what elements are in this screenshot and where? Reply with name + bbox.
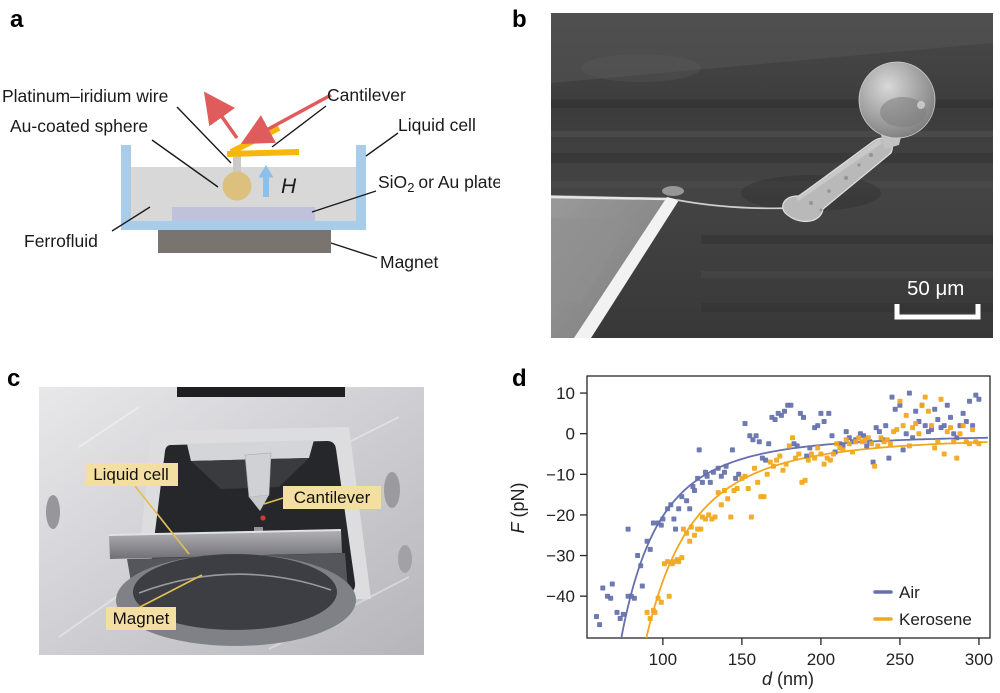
svg-text:100: 100 <box>649 650 677 669</box>
y-axis-label: F(pN) <box>508 483 528 534</box>
label-bg-cantilever <box>283 486 381 509</box>
svg-text:150: 150 <box>728 650 756 669</box>
panel-a-schematic: H Platinum–iridium wire Au-coated sphere… <box>2 85 500 272</box>
label-wire: Platinum–iridium wire <box>2 86 168 106</box>
screw-hole-right <box>384 472 400 508</box>
laser-incident-beam <box>240 93 332 145</box>
label-magnet: Magnet <box>380 252 439 272</box>
cantilever-tip-photo <box>249 495 269 511</box>
top-dark-strip <box>177 387 345 397</box>
scale-bar-label: 50 μm <box>907 277 964 300</box>
panel-c-photo: Liquid cell Cantilever Magnet <box>39 387 424 655</box>
panel-letter-d: d <box>512 365 527 392</box>
chip-top-edge <box>551 195 670 201</box>
legend-label-kerosene: Kerosene <box>899 610 972 629</box>
panel-letter-c: c <box>7 365 21 392</box>
rod-mottle <box>809 153 873 212</box>
cantilever-arm <box>229 125 281 155</box>
panel-letter-b: b <box>512 6 527 33</box>
legend: Air Kerosene <box>873 583 972 629</box>
liquid-cell-bar <box>109 530 342 559</box>
field-label: H <box>281 175 297 198</box>
screw-hole-right2 <box>398 545 412 573</box>
label-bg-magnet <box>106 607 176 630</box>
screw-hole-left <box>46 495 60 529</box>
sample-plate <box>172 207 315 221</box>
panel-letter-a: a <box>10 6 24 33</box>
scale-bar <box>894 304 981 320</box>
plot-frame <box>586 375 991 639</box>
x-axis-ticks: 100 150 200 250 300 <box>649 638 993 669</box>
deposit-clump <box>662 186 684 196</box>
svg-text:−20: −20 <box>546 506 575 525</box>
rod-highlight <box>795 138 883 202</box>
photo-label-cantilever: Cantilever <box>294 488 371 507</box>
photo-label-magnet: Magnet <box>113 609 170 628</box>
scatter-points <box>594 390 982 628</box>
laser-reflected-beam <box>203 91 239 140</box>
x-axis-label: d (nm) <box>762 669 814 689</box>
panel-b-sem-image: 50 μm <box>551 13 993 338</box>
svg-text:−30: −30 <box>546 547 575 566</box>
sem-texture <box>551 13 993 312</box>
svg-text:0: 0 <box>566 425 575 444</box>
laser-dot <box>260 515 266 521</box>
liquid-cell-left-wall <box>121 145 131 229</box>
svg-text:−40: −40 <box>546 587 575 606</box>
photo-labels: Liquid cell Cantilever Magnet <box>85 463 381 630</box>
label-liquid-cell: Liquid cell <box>398 115 476 135</box>
au-sphere <box>222 171 252 201</box>
magnet-block <box>158 230 331 253</box>
sphere-reflection <box>880 97 926 127</box>
wire-shaft <box>233 150 241 178</box>
y-axis-ticks: 10 0 −10 −20 −30 −40 <box>546 384 587 606</box>
label-sphere: Au-coated sphere <box>10 116 148 136</box>
photo-label-liquid-cell: Liquid cell <box>93 465 169 484</box>
label-plate: SiO2 or Au plate <box>378 172 500 195</box>
field-arrow-head <box>258 165 274 178</box>
magnet-disc <box>133 554 337 630</box>
svg-text:−10: −10 <box>546 465 575 484</box>
cantilever-chip-photo <box>244 452 272 498</box>
svg-text:200: 200 <box>807 650 835 669</box>
legend-label-air: Air <box>899 583 920 602</box>
label-cantilever: Cantilever <box>327 85 406 105</box>
photo-leader-lines <box>134 485 284 608</box>
sphere-glint <box>917 101 925 109</box>
svg-text:10: 10 <box>556 384 575 403</box>
label-ferrofluid: Ferrofluid <box>24 231 98 251</box>
holder-bright <box>187 440 314 461</box>
label-bg-liquid-cell <box>85 463 178 486</box>
bar-highlight <box>108 529 342 536</box>
leader-lines <box>111 105 399 259</box>
svg-text:250: 250 <box>886 650 914 669</box>
cantilever-blade <box>226 149 300 157</box>
chip-bright-edge <box>574 197 679 338</box>
fit-curves <box>620 436 988 638</box>
svg-text:300: 300 <box>965 650 993 669</box>
thin-wire <box>676 199 795 210</box>
panel-d-chart: 100 150 200 250 300 100−10−20−30−40 F(pN) d(… <box>508 375 993 689</box>
liquid-cell-right-wall <box>356 145 366 229</box>
magnet-disc-edge <box>138 573 332 594</box>
liquid-cell-bottom <box>121 221 366 230</box>
chip-texture <box>551 218 631 303</box>
